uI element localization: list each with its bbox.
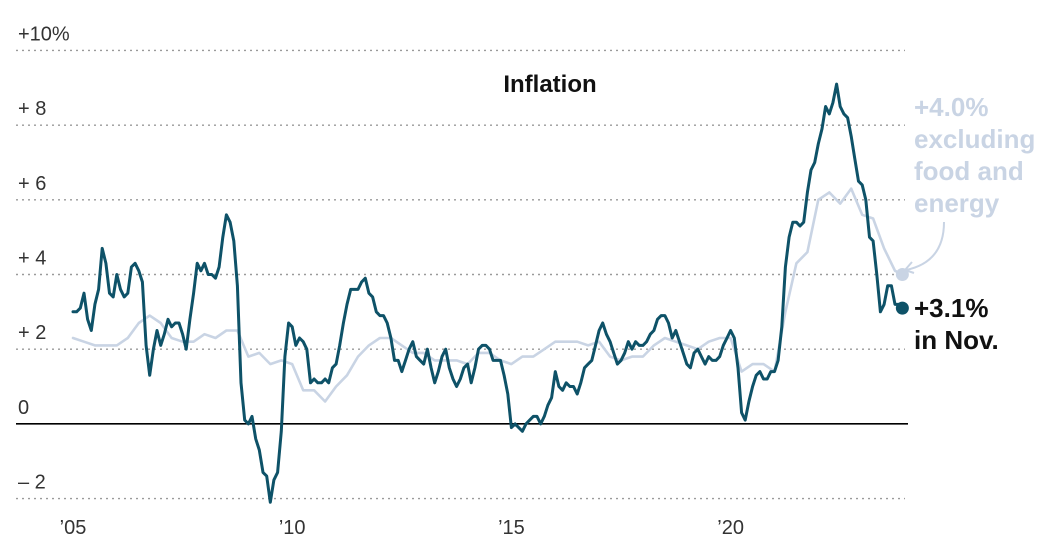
y-tick-label: 0: [18, 397, 29, 419]
x-tick-label: ’05: [60, 517, 87, 539]
core-annotation: +4.0% excluding food and energy: [914, 92, 1035, 218]
gridlines: [16, 49, 908, 500]
x-tick-label: ’20: [717, 517, 744, 539]
x-tick-label: ’15: [498, 517, 525, 539]
headline-inflation-line: [71, 82, 904, 504]
y-tick-label: + 2: [18, 322, 46, 344]
series-annotations: +4.0% excluding food and energy +3.1% in Nov.: [903, 92, 1035, 355]
series-lines: [71, 82, 909, 504]
headline-endpoint-dot: [895, 301, 909, 315]
headline-annotation-line: +3.1%: [914, 293, 988, 323]
core-annotation-line: energy: [914, 188, 1000, 218]
x-tick-label: ’10: [279, 517, 306, 539]
y-tick-label: + 6: [18, 173, 46, 195]
y-tick-label: + 8: [18, 98, 46, 120]
x-axis-tick-labels: ’05 ’10 ’15 ’20: [60, 517, 744, 539]
core-annotation-arrowhead: [903, 261, 915, 274]
core-annotation-arrow: [905, 221, 945, 271]
headline-annotation-line: in Nov.: [914, 325, 999, 355]
core-inflation-line: [71, 187, 904, 403]
core-annotation-line: excluding: [914, 124, 1035, 154]
chart-title: Inflation: [503, 71, 596, 98]
y-tick-label: – 2: [18, 472, 46, 494]
headline-annotation: +3.1% in Nov.: [914, 293, 999, 355]
core-annotation-line: +4.0%: [914, 92, 988, 122]
core-annotation-line: food and: [914, 156, 1024, 186]
y-tick-label: +10%: [18, 23, 70, 45]
y-tick-label: + 4: [18, 248, 46, 270]
y-axis-tick-labels: +10% + 8 + 6 + 4 + 2 0 – 2: [18, 23, 70, 493]
